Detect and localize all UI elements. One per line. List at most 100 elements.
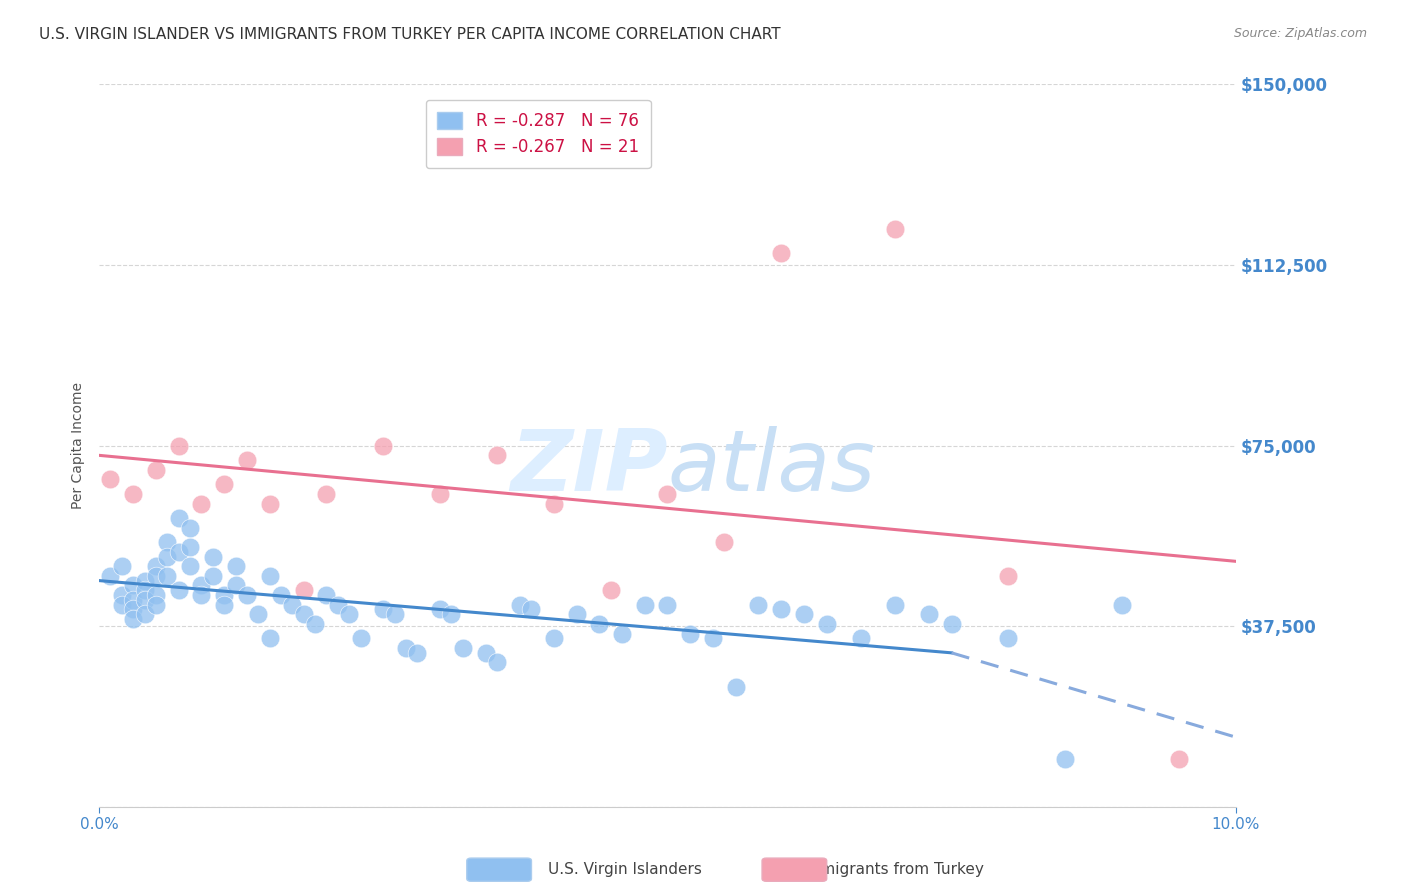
Point (111, 559, 134, 574)
Point (543, 632, 565, 646)
Point (634, 598, 657, 612)
Point (225, 559, 247, 574)
Point (156, 568, 179, 582)
Point (770, 602, 793, 616)
Point (145, 568, 167, 582)
Legend: R = -0.287   N = 76, R = -0.267   N = 21: R = -0.287 N = 76, R = -0.267 N = 21 (426, 100, 651, 168)
Point (134, 583, 156, 598)
Point (134, 574, 156, 588)
Point (259, 632, 281, 646)
Point (747, 598, 769, 612)
Point (156, 535, 179, 549)
Point (918, 607, 941, 622)
Point (212, 588, 235, 602)
Point (793, 607, 815, 622)
Point (883, 222, 905, 236)
Point (304, 616, 326, 631)
Point (201, 568, 224, 582)
Point (225, 578, 247, 592)
Point (281, 598, 304, 612)
Point (134, 607, 156, 622)
Point (111, 598, 134, 612)
Point (315, 487, 337, 501)
Point (588, 616, 610, 631)
Point (429, 487, 451, 501)
Point (111, 588, 134, 602)
Point (167, 511, 190, 525)
Point (122, 578, 145, 592)
Point (451, 640, 474, 655)
Point (520, 602, 543, 616)
Point (713, 535, 735, 549)
Text: ZIP: ZIP (510, 425, 668, 509)
Text: Immigrants from Turkey: Immigrants from Turkey (801, 863, 984, 877)
Point (190, 588, 212, 602)
Point (815, 616, 838, 631)
Point (122, 487, 145, 501)
Point (212, 598, 235, 612)
Point (337, 607, 360, 622)
Point (259, 568, 281, 582)
Point (406, 646, 429, 660)
Point (1167, 752, 1189, 766)
Point (1054, 752, 1077, 766)
Point (156, 549, 179, 564)
Point (474, 646, 496, 660)
Point (145, 463, 167, 477)
Point (292, 607, 315, 622)
Point (259, 496, 281, 510)
Point (179, 520, 201, 534)
Point (145, 588, 167, 602)
Point (145, 598, 167, 612)
Point (1111, 598, 1133, 612)
Text: atlas: atlas (668, 425, 876, 509)
Point (485, 656, 508, 670)
Point (724, 680, 747, 694)
Point (236, 453, 259, 467)
Point (122, 592, 145, 607)
Text: U.S. Virgin Islanders: U.S. Virgin Islanders (548, 863, 702, 877)
Point (100, 472, 122, 486)
Point (212, 477, 235, 491)
Point (201, 549, 224, 564)
Point (883, 598, 905, 612)
Point (122, 602, 145, 616)
Y-axis label: Per Capita Income: Per Capita Income (72, 382, 86, 509)
Point (247, 607, 270, 622)
Point (179, 559, 201, 574)
Point (440, 607, 463, 622)
Point (236, 588, 259, 602)
Point (997, 568, 1019, 582)
Point (429, 602, 451, 616)
Point (100, 568, 122, 582)
Point (395, 640, 418, 655)
Point (997, 632, 1019, 646)
Point (702, 632, 724, 646)
Point (122, 612, 145, 626)
Point (179, 540, 201, 554)
Point (315, 588, 337, 602)
Point (167, 544, 190, 558)
Point (565, 607, 588, 622)
Point (167, 583, 190, 598)
Text: U.S. VIRGIN ISLANDER VS IMMIGRANTS FROM TURKEY PER CAPITA INCOME CORRELATION CHA: U.S. VIRGIN ISLANDER VS IMMIGRANTS FROM … (39, 27, 780, 42)
Point (384, 607, 406, 622)
Point (543, 496, 565, 510)
Point (349, 632, 371, 646)
Point (270, 588, 292, 602)
Text: Source: ZipAtlas.com: Source: ZipAtlas.com (1233, 27, 1367, 40)
Point (292, 583, 315, 598)
Point (657, 487, 679, 501)
Point (134, 592, 156, 607)
Point (167, 439, 190, 453)
Point (190, 578, 212, 592)
Point (941, 616, 963, 631)
Point (190, 496, 212, 510)
Point (145, 559, 167, 574)
Point (657, 598, 679, 612)
Point (679, 626, 702, 640)
Point (373, 439, 395, 453)
Point (770, 246, 793, 260)
Point (326, 598, 349, 612)
Point (485, 448, 508, 462)
